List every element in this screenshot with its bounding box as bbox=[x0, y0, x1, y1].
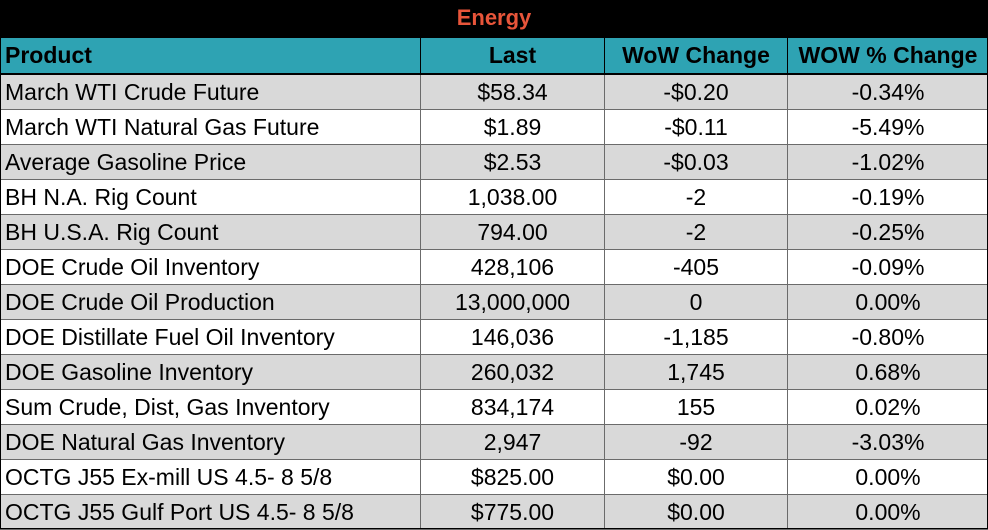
cell-wow-change: -$0.03 bbox=[605, 145, 788, 180]
cell-wow-change: -2 bbox=[605, 180, 788, 215]
header-wow-pct-change: WOW % Change bbox=[788, 37, 988, 74]
cell-last: $58.34 bbox=[421, 74, 605, 110]
cell-last: $825.00 bbox=[421, 460, 605, 495]
cell-product: DOE Natural Gas Inventory bbox=[1, 425, 421, 460]
cell-product: DOE Distillate Fuel Oil Inventory bbox=[1, 320, 421, 355]
table-body: March WTI Crude Future$58.34-$0.20-0.34%… bbox=[1, 74, 988, 530]
table-row: March WTI Crude Future$58.34-$0.20-0.34% bbox=[1, 74, 988, 110]
cell-last: 2,947 bbox=[421, 425, 605, 460]
cell-product: DOE Crude Oil Inventory bbox=[1, 250, 421, 285]
header-row: Product Last WoW Change WOW % Change bbox=[1, 37, 988, 74]
cell-product: DOE Gasoline Inventory bbox=[1, 355, 421, 390]
cell-wow-change: 0 bbox=[605, 285, 788, 320]
cell-wow-change: -92 bbox=[605, 425, 788, 460]
cell-wow-pct-change: 0.00% bbox=[788, 495, 988, 530]
cell-last: $1.89 bbox=[421, 110, 605, 145]
cell-wow-pct-change: -0.34% bbox=[788, 74, 988, 110]
cell-last: $775.00 bbox=[421, 495, 605, 530]
table-row: OCTG J55 Gulf Port US 4.5- 8 5/8$775.00$… bbox=[1, 495, 988, 530]
header-last: Last bbox=[421, 37, 605, 74]
cell-wow-change: $0.00 bbox=[605, 460, 788, 495]
cell-wow-change: 155 bbox=[605, 390, 788, 425]
cell-wow-change: -$0.20 bbox=[605, 74, 788, 110]
cell-last: 146,036 bbox=[421, 320, 605, 355]
cell-product: Average Gasoline Price bbox=[1, 145, 421, 180]
table-row: OCTG J55 Ex-mill US 4.5- 8 5/8$825.00$0.… bbox=[1, 460, 988, 495]
cell-wow-change: -2 bbox=[605, 215, 788, 250]
cell-wow-change: 1,745 bbox=[605, 355, 788, 390]
cell-wow-pct-change: 0.68% bbox=[788, 355, 988, 390]
cell-wow-change: -$0.11 bbox=[605, 110, 788, 145]
cell-last: $2.53 bbox=[421, 145, 605, 180]
cell-last: 834,174 bbox=[421, 390, 605, 425]
cell-product: Sum Crude, Dist, Gas Inventory bbox=[1, 390, 421, 425]
cell-wow-pct-change: -5.49% bbox=[788, 110, 988, 145]
cell-wow-change: -405 bbox=[605, 250, 788, 285]
cell-wow-change: -1,185 bbox=[605, 320, 788, 355]
cell-last: 260,032 bbox=[421, 355, 605, 390]
cell-last: 428,106 bbox=[421, 250, 605, 285]
cell-product: March WTI Natural Gas Future bbox=[1, 110, 421, 145]
cell-wow-pct-change: 0.00% bbox=[788, 460, 988, 495]
cell-wow-pct-change: -0.25% bbox=[788, 215, 988, 250]
cell-product: BH N.A. Rig Count bbox=[1, 180, 421, 215]
cell-last: 13,000,000 bbox=[421, 285, 605, 320]
table-row: March WTI Natural Gas Future$1.89-$0.11-… bbox=[1, 110, 988, 145]
cell-wow-pct-change: 0.00% bbox=[788, 285, 988, 320]
table-title: Energy bbox=[0, 0, 988, 36]
cell-last: 1,038.00 bbox=[421, 180, 605, 215]
table-row: Average Gasoline Price$2.53-$0.03-1.02% bbox=[1, 145, 988, 180]
header-wow-change: WoW Change bbox=[605, 37, 788, 74]
cell-product: March WTI Crude Future bbox=[1, 74, 421, 110]
cell-wow-change: $0.00 bbox=[605, 495, 788, 530]
cell-wow-pct-change: -0.19% bbox=[788, 180, 988, 215]
energy-table: Product Last WoW Change WOW % Change Mar… bbox=[0, 36, 988, 530]
cell-wow-pct-change: 0.02% bbox=[788, 390, 988, 425]
cell-wow-pct-change: -0.09% bbox=[788, 250, 988, 285]
cell-last: 794.00 bbox=[421, 215, 605, 250]
cell-product: OCTG J55 Ex-mill US 4.5- 8 5/8 bbox=[1, 460, 421, 495]
cell-wow-pct-change: -3.03% bbox=[788, 425, 988, 460]
cell-product: OCTG J55 Gulf Port US 4.5- 8 5/8 bbox=[1, 495, 421, 530]
cell-product: BH U.S.A. Rig Count bbox=[1, 215, 421, 250]
cell-wow-pct-change: -0.80% bbox=[788, 320, 988, 355]
table-title-text: Energy bbox=[457, 5, 532, 31]
cell-wow-pct-change: -1.02% bbox=[788, 145, 988, 180]
cell-product: DOE Crude Oil Production bbox=[1, 285, 421, 320]
header-product: Product bbox=[1, 37, 421, 74]
